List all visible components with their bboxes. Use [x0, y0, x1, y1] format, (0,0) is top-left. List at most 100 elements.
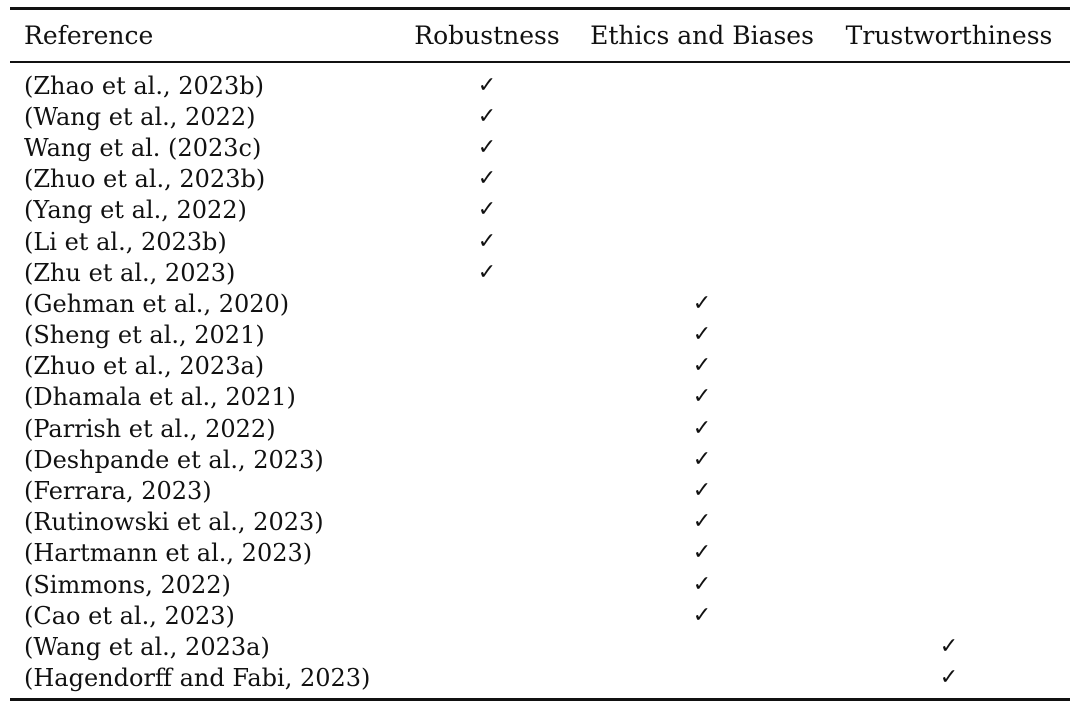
table-row: (Zhao et al., 2023b) ✓: [10, 70, 1070, 101]
empty-cell: [849, 70, 1049, 101]
ethics-check-icon: ✓: [692, 602, 712, 628]
ethics-check-icon: ✓: [692, 353, 712, 379]
table-row: (Rutinowski et al., 2023) ✓: [10, 507, 1070, 538]
empty-cell: [414, 288, 560, 319]
ethics-check-cell: ✓: [595, 382, 809, 413]
ethics-check-cell: ✓: [595, 444, 809, 475]
ethics-check-cell: ✓: [595, 507, 809, 538]
reference-cell: (Wang et al., 2022): [24, 102, 256, 131]
empty-cell: [849, 569, 1049, 600]
ethics-check-icon: ✓: [692, 384, 712, 410]
empty-cell: [414, 631, 560, 662]
table-row: (Deshpande et al., 2023) ✓: [10, 444, 1070, 475]
robustness-check-icon: ✓: [477, 166, 497, 192]
empty-cell: [414, 382, 560, 413]
table-header-row: Reference Robustness Ethics and Biases T…: [10, 10, 1070, 61]
empty-cell: [414, 507, 560, 538]
reference-table: Reference Robustness Ethics and Biases T…: [10, 7, 1070, 701]
header-trustworthiness: Trustworthiness: [845, 21, 1053, 50]
robustness-check-cell: ✓: [414, 70, 560, 101]
empty-cell: [414, 444, 560, 475]
empty-cell: [849, 132, 1049, 163]
table-row: (Hagendorff and Fabi, 2023) ✓: [10, 663, 1070, 694]
empty-cell: [849, 600, 1049, 631]
empty-cell: [414, 320, 560, 351]
reference-cell: (Ferrara, 2023): [24, 477, 212, 506]
table-row: (Wang et al., 2022) ✓: [10, 101, 1070, 132]
robustness-check-cell: ✓: [414, 164, 560, 195]
reference-cell: (Cao et al., 2023): [24, 601, 235, 630]
empty-cell: [595, 132, 809, 163]
reference-cell: (Sheng et al., 2021): [24, 321, 265, 350]
reference-cell: (Simmons, 2022): [24, 570, 231, 599]
reference-cell: (Zhu et al., 2023): [24, 258, 236, 287]
empty-cell: [414, 569, 560, 600]
ethics-check-cell: ✓: [595, 351, 809, 382]
table-row: (Parrish et al., 2022) ✓: [10, 413, 1070, 444]
ethics-check-icon: ✓: [692, 415, 712, 441]
table-top-rule: [10, 7, 1070, 10]
empty-cell: [849, 320, 1049, 351]
reference-cell: (Zhuo et al., 2023a): [24, 352, 265, 381]
table-bottom-rule: [10, 697, 1070, 701]
header-reference: Reference: [24, 21, 154, 50]
empty-cell: [595, 195, 809, 226]
robustness-check-icon: ✓: [477, 197, 497, 223]
ethics-check-cell: ✓: [595, 288, 809, 319]
reference-cell: (Gehman et al., 2020): [24, 289, 290, 318]
robustness-check-cell: ✓: [414, 257, 560, 288]
robustness-check-cell: ✓: [414, 226, 560, 257]
robustness-check-icon: ✓: [477, 228, 497, 254]
ethics-check-cell: ✓: [595, 569, 809, 600]
table-row: (Wang et al., 2023a) ✓: [10, 631, 1070, 662]
reference-cell: (Hagendorff and Fabi, 2023): [24, 664, 371, 693]
empty-cell: [849, 444, 1049, 475]
ethics-check-icon: ✓: [692, 571, 712, 597]
reference-cell: Wang et al. (2023c): [24, 133, 262, 162]
table-row: (Gehman et al., 2020) ✓: [10, 288, 1070, 319]
robustness-check-icon: ✓: [477, 134, 497, 160]
table-row: (Ferrara, 2023) ✓: [10, 475, 1070, 506]
ethics-check-icon: ✓: [692, 446, 712, 472]
ethics-check-icon: ✓: [692, 322, 712, 348]
empty-cell: [849, 507, 1049, 538]
trustworthiness-check-icon: ✓: [939, 633, 959, 659]
table-row: (Simmons, 2022) ✓: [10, 569, 1070, 600]
table-row: (Sheng et al., 2021) ✓: [10, 320, 1070, 351]
robustness-check-cell: ✓: [414, 195, 560, 226]
table-row: (Hartmann et al., 2023) ✓: [10, 538, 1070, 569]
empty-cell: [849, 257, 1049, 288]
empty-cell: [595, 631, 809, 662]
empty-cell: [414, 538, 560, 569]
table-row: (Zhuo et al., 2023a) ✓: [10, 351, 1070, 382]
robustness-check-icon: ✓: [477, 259, 497, 285]
empty-cell: [849, 351, 1049, 382]
empty-cell: [849, 538, 1049, 569]
reference-cell: (Hartmann et al., 2023): [24, 539, 313, 568]
empty-cell: [414, 475, 560, 506]
table-row: (Zhu et al., 2023) ✓: [10, 257, 1070, 288]
empty-cell: [849, 413, 1049, 444]
reference-cell: (Rutinowski et al., 2023): [24, 508, 324, 537]
header-ethics-and-biases: Ethics and Biases: [590, 21, 814, 50]
ethics-check-icon: ✓: [692, 290, 712, 316]
empty-cell: [849, 101, 1049, 132]
trustworthiness-check-cell: ✓: [849, 631, 1049, 662]
header-robustness: Robustness: [414, 21, 560, 50]
empty-cell: [414, 413, 560, 444]
reference-cell: (Zhao et al., 2023b): [24, 71, 265, 100]
ethics-check-cell: ✓: [595, 475, 809, 506]
trustworthiness-check-icon: ✓: [939, 665, 959, 691]
table-row: Wang et al. (2023c) ✓: [10, 132, 1070, 163]
empty-cell: [595, 101, 809, 132]
empty-cell: [849, 475, 1049, 506]
empty-cell: [849, 288, 1049, 319]
empty-cell: [849, 164, 1049, 195]
empty-cell: [414, 663, 560, 694]
robustness-check-cell: ✓: [414, 132, 560, 163]
empty-cell: [595, 70, 809, 101]
reference-cell: (Zhuo et al., 2023b): [24, 165, 266, 194]
reference-cell: (Li et al., 2023b): [24, 227, 227, 256]
trustworthiness-check-cell: ✓: [849, 663, 1049, 694]
empty-cell: [595, 257, 809, 288]
